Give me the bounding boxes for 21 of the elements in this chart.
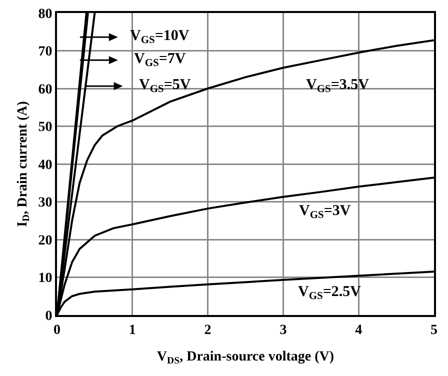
- x-tick-label: 4: [355, 322, 362, 338]
- y-tick-label: 30: [38, 196, 52, 211]
- y-tick-label: 80: [38, 6, 52, 22]
- series-label: V$_{GS}$=3V: [299, 203, 351, 222]
- x-tick-label: 2: [204, 322, 212, 338]
- legend-label: V$_{GS}$=7V: [134, 51, 186, 70]
- legend-label: V$_{GS}$=10V: [130, 28, 190, 46]
- series-label: V$_{GS}$=2.5V: [298, 284, 362, 302]
- x-tick-label: 3: [280, 322, 287, 338]
- x-tick-label: 5: [430, 322, 438, 338]
- y-tick-label: 50: [38, 120, 52, 136]
- x-axis-title: V$_{DS}$, Drain-source voltage (V): [156, 350, 334, 367]
- y-tick-label: 10: [38, 271, 52, 286]
- legend-label: V$_{GS}$=5V: [139, 77, 191, 96]
- y-tick-label: 20: [38, 233, 52, 248]
- series-label: V$_{GS}$=3.5V: [306, 77, 370, 96]
- x-tick-label: 1: [128, 322, 136, 338]
- y-tick-label: 60: [38, 82, 52, 98]
- y-tick-label: 40: [38, 158, 52, 173]
- y-tick-label: 0: [45, 308, 52, 324]
- y-tick-label: 70: [38, 44, 52, 60]
